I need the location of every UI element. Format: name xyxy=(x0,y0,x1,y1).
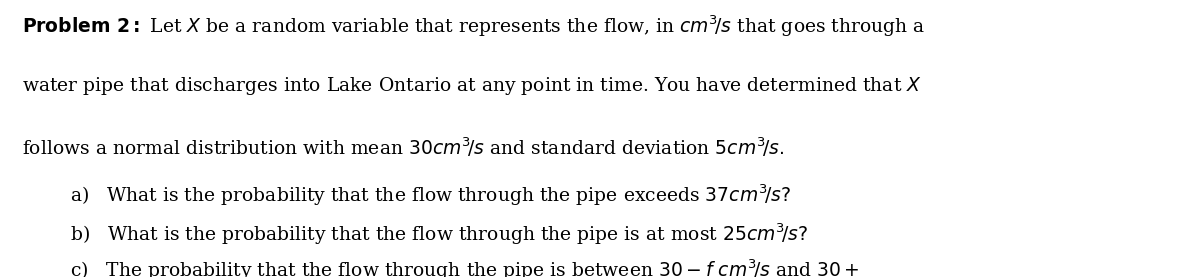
Text: c)   The probability that the flow through the pipe is between $30 - f\ cm^3\!/s: c) The probability that the flow through… xyxy=(70,258,859,277)
Text: a)   What is the probability that the flow through the pipe exceeds $37cm^3\!/s?: a) What is the probability that the flow… xyxy=(70,183,791,208)
Text: follows a normal distribution with mean $30cm^3\!/s$ and standard deviation $5cm: follows a normal distribution with mean … xyxy=(22,136,784,159)
Text: $\mathbf{Problem\ 2:}$ Let $X$ be a random variable that represents the flow, in: $\mathbf{Problem\ 2:}$ Let $X$ be a rand… xyxy=(22,14,925,39)
Text: water pipe that discharges into Lake Ontario at any point in time. You have dete: water pipe that discharges into Lake Ont… xyxy=(22,75,922,97)
Text: b)   What is the probability that the flow through the pipe is at most $25cm^3\!: b) What is the probability that the flow… xyxy=(70,222,808,247)
